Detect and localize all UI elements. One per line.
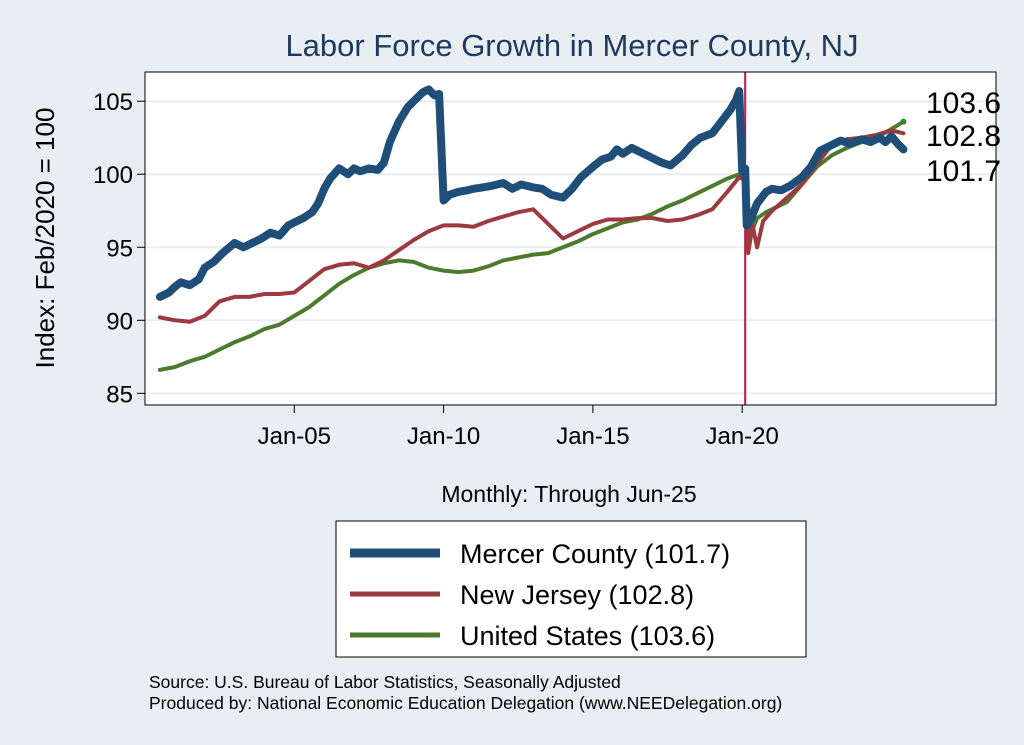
y-axis-label: Index: Feb/2020 = 100 [30, 108, 60, 369]
x-tick-label-Jan-10: Jan-10 [407, 423, 480, 450]
legend-label-new-jersey: New Jersey (102.8) [460, 580, 694, 610]
chart-title: Labor Force Growth in Mercer County, NJ [285, 28, 858, 63]
series-line-new-jersey [157, 128, 906, 324]
legend: Mercer County (101.7) New Jersey (102.8) U… [335, 520, 807, 658]
y-tick-label-95: 95 [106, 235, 133, 262]
source-note: Source: U.S. Bureau of Labor Statistics,… [149, 672, 621, 692]
y-tick-label-85: 85 [106, 381, 133, 408]
producer-note: Produced by: National Economic Education… [149, 693, 782, 713]
series-end-marker [900, 118, 907, 125]
x-tick-label-Jan-15: Jan-15 [556, 423, 629, 450]
legend-label-united-states: United States (103.6) [460, 621, 715, 651]
legend-label-mercer-county: Mercer County (101.7) [460, 539, 730, 569]
series-line-mercer-county [155, 85, 908, 301]
x-axis: Jan-05 Jan-10 Jan-15 Jan-20 [258, 405, 779, 450]
x-axis-label: Monthly: Through Jun-25 [441, 481, 696, 507]
y-tick-label-90: 90 [106, 308, 133, 335]
series-layer [155, 85, 908, 372]
x-tick-label-Jan-20: Jan-20 [705, 423, 778, 450]
y-tick-label-100: 100 [93, 162, 133, 189]
plot-area [145, 72, 996, 405]
end-label-mercer-county: 101.7 [926, 155, 1001, 188]
y-axis: 85 90 95 100 105 [93, 89, 145, 408]
x-tick-label-Jan-05: Jan-05 [258, 423, 331, 450]
plot-frame [144, 71, 997, 406]
y-tick-label-105: 105 [93, 89, 133, 116]
end-label-new-jersey: 102.8 [926, 120, 1001, 153]
end-label-united-states: 103.6 [926, 87, 1001, 120]
